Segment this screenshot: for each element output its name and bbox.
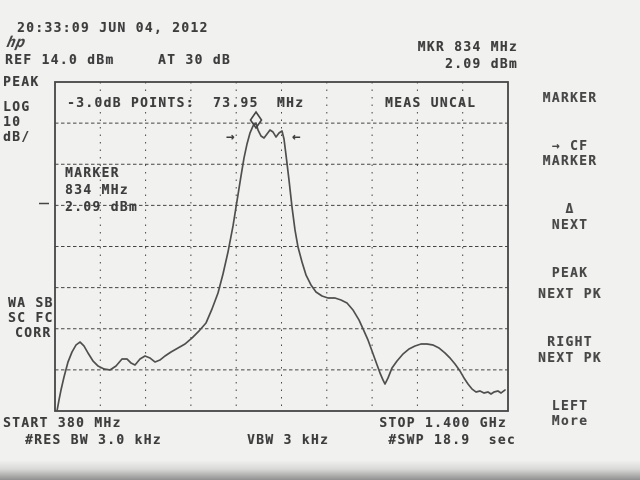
res-bw-readout: #RES BW 3.0 kHz	[25, 433, 162, 448]
softkey-marker-to-cf[interactable]: MARKER → CF	[520, 59, 620, 187]
status-flags-row1: WA SB	[8, 296, 54, 311]
softkey-next-pk-left[interactable]: NEXT PK LEFT	[520, 319, 620, 447]
attenuation-readout: AT 30 dB	[158, 53, 232, 68]
graticule-border	[54, 81, 509, 412]
softkey-label: PEAK	[551, 266, 589, 281]
softkey-next-peak[interactable]: NEXT PEAK	[520, 186, 620, 314]
timestamp: 20:33:09 JUN 04, 2012	[17, 21, 209, 36]
detector-mode-label: PEAK	[3, 75, 40, 90]
marker-block-frequency: 834 MHz	[65, 183, 129, 198]
start-frequency-readout: START 380 MHz	[3, 416, 122, 431]
meas-uncal-warning: MEAS UNCAL	[385, 96, 477, 111]
softkey-label: NEXT PK	[538, 287, 602, 302]
softkey-label: → CF	[551, 139, 589, 154]
scale-type-label: LOG	[3, 100, 31, 115]
vbw-readout: VBW 3 kHz	[247, 433, 330, 448]
softkey-marker-delta[interactable]: MARKER Δ	[520, 122, 620, 250]
softkey-label: MARKER	[542, 154, 598, 169]
softkey-label: NEXT PK	[538, 351, 602, 366]
sweep-time-readout: #SWP 18.9 sec	[388, 433, 516, 448]
marker-block-label: MARKER	[65, 166, 120, 181]
marker-amplitude-readout: 2.09 dBm	[444, 57, 518, 72]
bw-right-arrow-icon: ←	[292, 129, 302, 145]
spectrum-trace	[56, 122, 506, 412]
scale-unit-label: dB/	[3, 130, 31, 145]
marker-frequency-readout: MKR 834 MHz	[417, 40, 518, 55]
scale-value-label: 10	[3, 115, 22, 130]
softkey-label: LEFT	[551, 399, 589, 414]
softkey-label: MARKER	[542, 91, 598, 106]
softkey-label: Δ	[565, 202, 575, 217]
status-flags-row2: SC FC	[8, 311, 54, 326]
bandwidth-points-readout: -3.0dB POINTS: 73.95 MHz	[67, 96, 305, 111]
stop-frequency-readout: STOP 1.400 GHz	[379, 416, 507, 431]
marker-block-amplitude: 2.09 dBm	[65, 200, 139, 215]
bw-left-arrow-icon: →	[226, 129, 236, 145]
ref-level-readout: REF 14.0 dBm	[5, 53, 115, 68]
softkey-next-pk-right[interactable]: NEXT PK RIGHT	[520, 255, 620, 383]
hp-logo: hp	[5, 33, 27, 51]
peak-marker-diamond-icon	[249, 110, 263, 130]
softkey-label: NEXT	[551, 218, 589, 233]
status-flag-corr: CORR	[15, 326, 52, 341]
softkey-label: RIGHT	[547, 335, 593, 350]
softkey-label: More	[551, 414, 589, 429]
crt-bottom-shade	[0, 460, 640, 480]
